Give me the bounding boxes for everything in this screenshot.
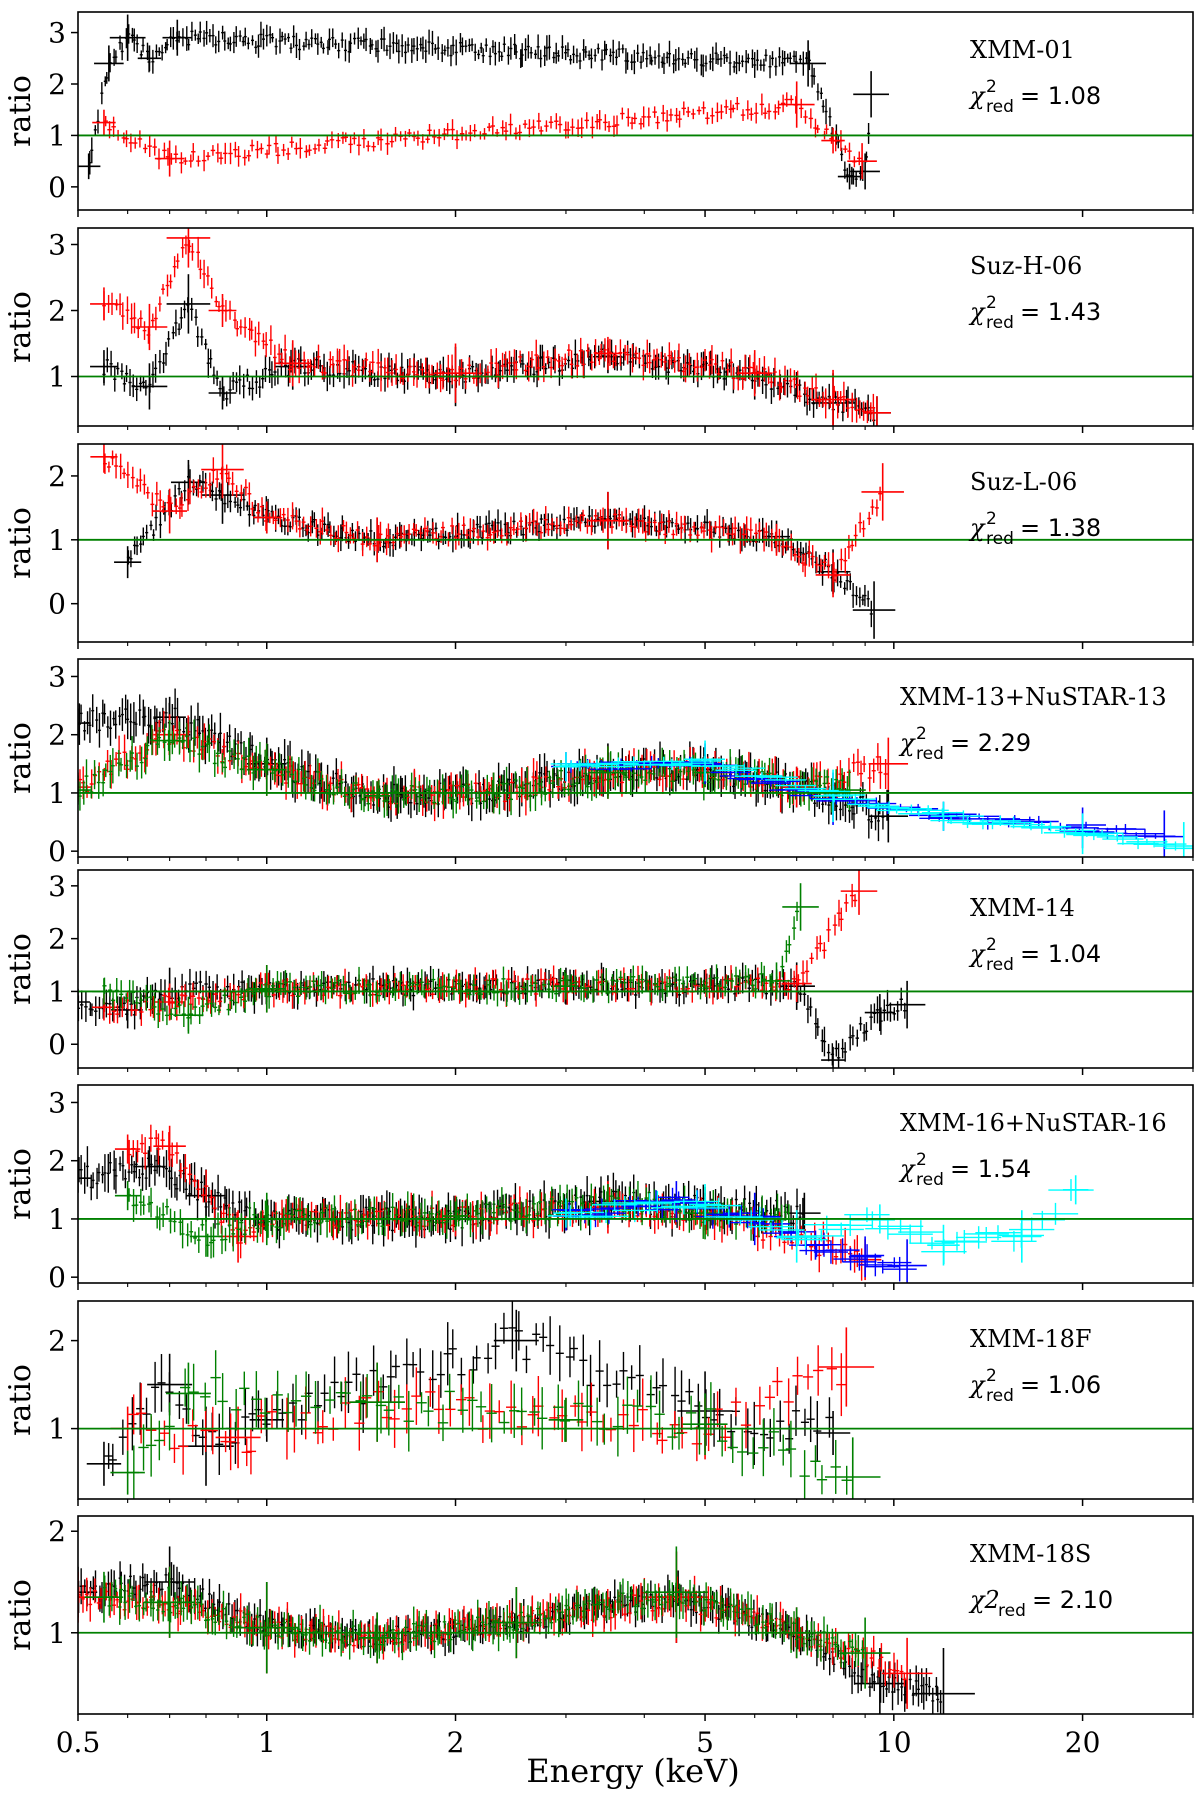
chi-superscript: 2 <box>916 724 927 744</box>
panel-label: XMM-01 <box>970 36 1075 64</box>
y-tick-label: 1 <box>48 119 66 152</box>
chi-symbol: χ <box>968 514 986 542</box>
chi-value: = 1.38 <box>1020 514 1101 542</box>
y-tick-label: 3 <box>48 229 66 262</box>
y-tick-label: 2 <box>48 460 66 493</box>
y-axis-label: ratio <box>3 75 38 147</box>
y-axis-label: ratio <box>3 722 38 794</box>
chi-superscript: 2 <box>986 77 997 97</box>
y-tick-label: 1 <box>48 524 66 557</box>
chi-value: = 2.29 <box>950 729 1031 757</box>
series-red <box>90 228 891 426</box>
data-points <box>78 870 926 1068</box>
y-tick-label: 3 <box>48 660 66 693</box>
panel-frame <box>77 227 1194 427</box>
y-tick-label: 2 <box>48 295 66 328</box>
chi-symbol: χ <box>898 729 916 757</box>
series-red <box>90 444 904 598</box>
chi-subscript: red <box>916 744 944 764</box>
y-tick-label: 2 <box>48 719 66 752</box>
panel-frame <box>77 658 1194 858</box>
chi-subscript: red <box>986 313 1014 333</box>
y-tick-label: 0 <box>48 835 66 868</box>
y-tick-label: 3 <box>48 17 66 50</box>
series-black <box>78 14 889 190</box>
chi-superscript: 2 <box>986 293 997 313</box>
panel-frame <box>77 443 1194 643</box>
y-tick-label: 2 <box>48 68 66 101</box>
y-axis-label: ratio <box>3 291 38 363</box>
data-points <box>78 14 889 190</box>
chi-subscript: red <box>986 97 1014 117</box>
chi-subscript: red <box>986 529 1014 549</box>
data-points <box>90 444 904 639</box>
series-black <box>78 688 909 843</box>
y-tick-label: 1 <box>48 361 66 394</box>
chi-symbol: χ <box>968 82 986 110</box>
panel-frame <box>77 11 1194 211</box>
panel-label: XMM-13+NuSTAR-13 <box>900 683 1167 711</box>
y-tick-label: 0 <box>48 588 66 621</box>
y-tick-label: 1 <box>48 777 66 810</box>
chi-superscript: 2 <box>986 509 997 529</box>
panel-label: Suz-L-06 <box>970 468 1077 496</box>
chi-value: = 1.08 <box>1020 82 1101 110</box>
series-black <box>114 459 896 639</box>
data-points <box>78 688 1193 857</box>
panel-label: Suz-H-06 <box>970 252 1082 280</box>
series-cyan <box>550 740 1193 857</box>
data-points <box>90 228 891 426</box>
y-tick-label: 0 <box>48 171 66 204</box>
chi-symbol: χ <box>968 298 986 326</box>
y-axis-label: ratio <box>3 507 38 579</box>
series-red <box>92 81 877 180</box>
chi-value: = 1.43 <box>1020 298 1101 326</box>
